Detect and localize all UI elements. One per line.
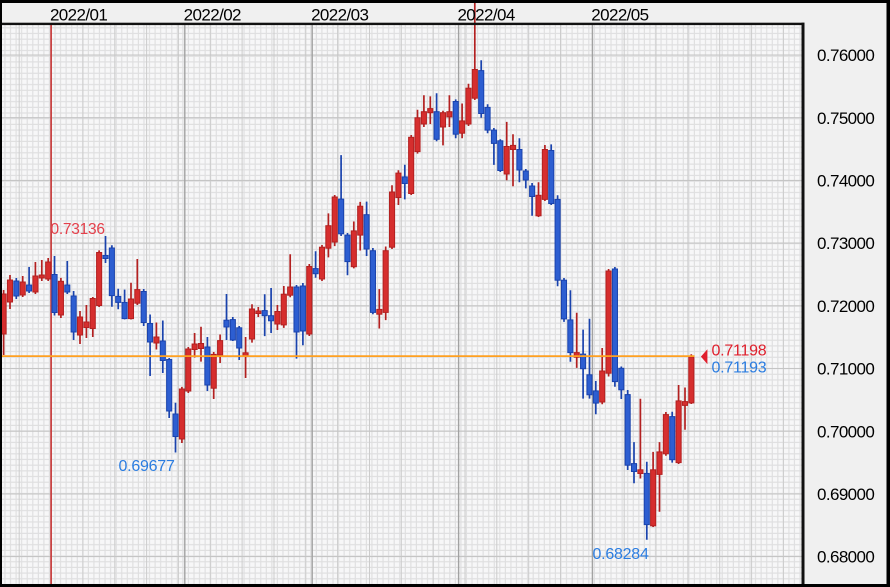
svg-text:0.74000: 0.74000 xyxy=(817,172,874,191)
svg-text:0.71193: 0.71193 xyxy=(712,359,767,376)
svg-text:0.75000: 0.75000 xyxy=(817,109,874,128)
svg-text:2022/05: 2022/05 xyxy=(591,6,648,25)
svg-text:0.71198: 0.71198 xyxy=(712,342,767,359)
svg-text:0.72000: 0.72000 xyxy=(817,297,874,316)
svg-text:0.70000: 0.70000 xyxy=(817,422,874,441)
svg-text:0.71000: 0.71000 xyxy=(817,360,874,379)
svg-text:0.73136: 0.73136 xyxy=(51,221,105,238)
svg-text:0.68000: 0.68000 xyxy=(817,548,874,567)
svg-text:0.69677: 0.69677 xyxy=(119,458,175,475)
svg-text:0.68284: 0.68284 xyxy=(593,546,649,563)
svg-text:0.76000: 0.76000 xyxy=(817,46,874,65)
svg-text:2022/01: 2022/01 xyxy=(50,6,107,25)
svg-text:2022/04: 2022/04 xyxy=(457,6,514,25)
svg-text:2022/02: 2022/02 xyxy=(184,6,241,25)
svg-text:0.69000: 0.69000 xyxy=(817,485,874,504)
svg-text:0.73000: 0.73000 xyxy=(817,234,874,253)
svg-text:2022/03: 2022/03 xyxy=(311,6,368,25)
